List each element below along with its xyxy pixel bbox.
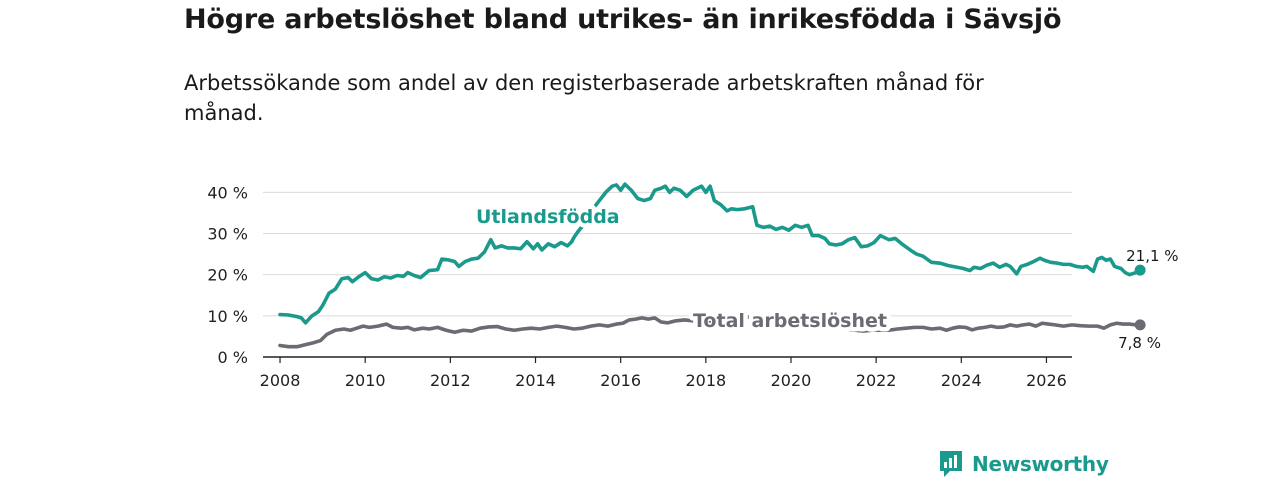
y-tick-label: 30 % [207,225,248,244]
x-tick-label: 2020 [771,371,812,390]
x-tick-label: 2014 [515,371,556,390]
x-tick-label: 2010 [345,371,386,390]
y-tick-label: 0 % [218,348,248,367]
series-end-label-1: 7,8 % [1118,334,1161,352]
chart-subtitle: Arbetssökande som andel av den registerb… [184,71,984,125]
newsworthy-logo: Newsworthy [938,448,1109,480]
x-tick-label: 2008 [260,371,301,390]
series-name-label-1: Total arbetslöshet [693,310,887,332]
x-tick-label: 2018 [685,371,726,390]
series-end-dot-1 [1134,319,1146,331]
x-tick-label: 2024 [941,371,982,390]
series-end-label-0: 21,1 % [1126,247,1178,265]
y-tick-label: 20 % [207,266,248,285]
x-tick-label: 2012 [430,371,471,390]
y-tick-label: 40 % [207,183,248,202]
x-tick-label: 2026 [1026,371,1067,390]
gridlines: 0 % 10 % 20 % 30 % 40 % [207,183,1072,367]
series-name-label-0: Utlandsfödda [476,206,620,228]
x-tick-label: 2016 [600,371,641,390]
newsworthy-logo-text: Newsworthy [972,452,1109,476]
series-line-1 [278,314,1142,349]
series-line-0 [278,182,1142,325]
series-end-dot-0 [1134,264,1146,276]
series-lines [278,182,1146,349]
y-tick-label: 10 % [207,307,248,326]
x-axis: 2008 2010 2012 2014 2016 2018 2020 2022 2024 2026 [260,356,1072,390]
chart-title: Högre arbetslöshet bland utrikes- än inr… [184,4,1062,35]
series-labels: 21,1 % 7,8 % Utlandsfödda Total arbetslöshe… [472,202,1179,352]
newsworthy-logo-icon [940,451,962,477]
x-tick-label: 2022 [856,371,897,390]
